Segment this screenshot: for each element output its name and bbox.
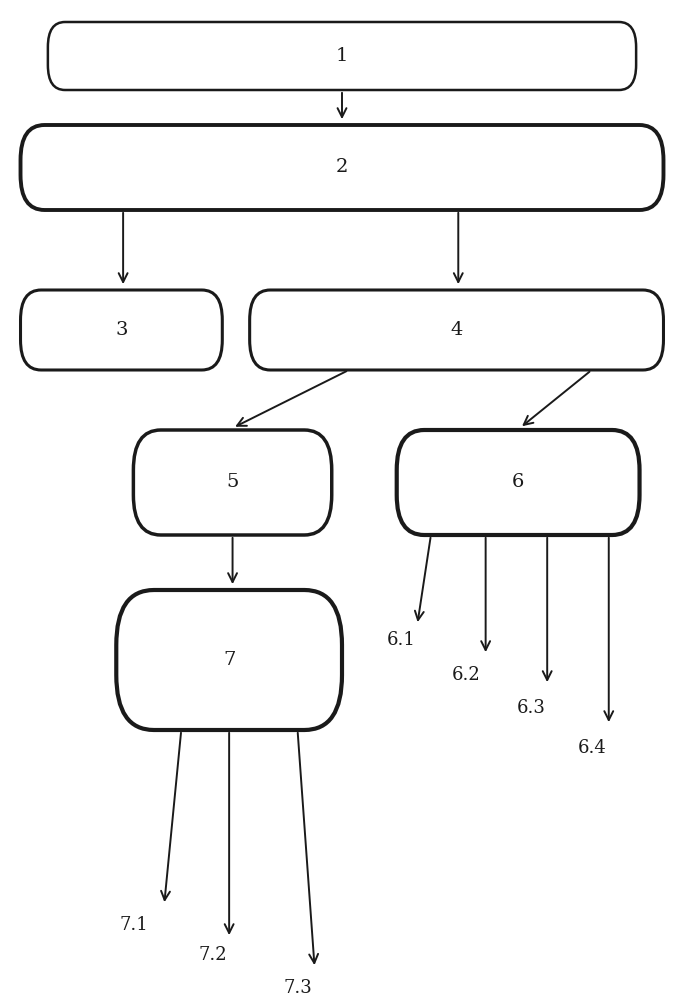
- FancyBboxPatch shape: [397, 430, 640, 535]
- Text: 6.3: 6.3: [516, 699, 545, 717]
- Text: 7.1: 7.1: [120, 916, 148, 934]
- Text: 6: 6: [512, 473, 525, 491]
- Text: 7.3: 7.3: [284, 979, 313, 997]
- Text: 7: 7: [223, 651, 235, 669]
- FancyBboxPatch shape: [21, 125, 663, 210]
- Text: 6.1: 6.1: [386, 631, 415, 649]
- Text: 7.2: 7.2: [198, 946, 227, 964]
- FancyBboxPatch shape: [21, 290, 222, 370]
- Text: 2: 2: [336, 158, 348, 176]
- Text: 6.2: 6.2: [451, 666, 480, 684]
- Text: 5: 5: [226, 473, 239, 491]
- FancyBboxPatch shape: [250, 290, 663, 370]
- FancyBboxPatch shape: [133, 430, 332, 535]
- Text: 4: 4: [450, 321, 463, 339]
- Text: 6.4: 6.4: [578, 739, 607, 757]
- FancyBboxPatch shape: [48, 22, 636, 90]
- Text: 1: 1: [336, 47, 348, 65]
- Text: 3: 3: [115, 321, 128, 339]
- FancyBboxPatch shape: [116, 590, 342, 730]
